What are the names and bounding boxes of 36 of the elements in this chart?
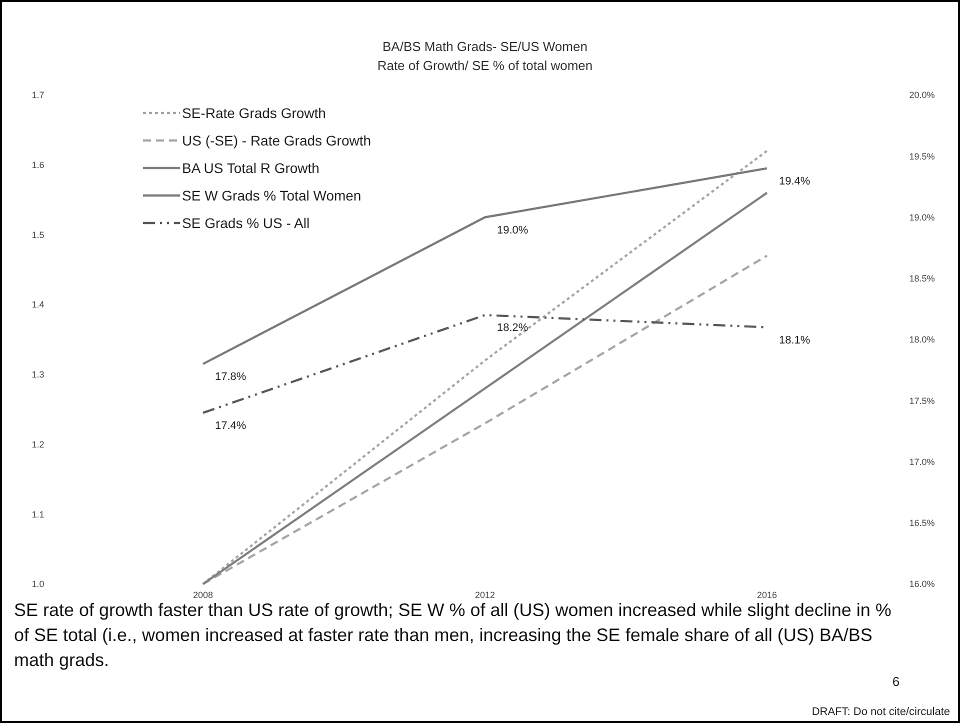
y-tick-label: 1.6	[32, 160, 44, 170]
text: DRAFT: Do not cite/circulate	[812, 706, 950, 718]
legend-label: BA US Total R Growth	[182, 160, 320, 176]
y-tick-label: 1.3	[32, 370, 44, 380]
y2-tick-label: 17.0%	[909, 456, 935, 467]
x-tick-label: 2008	[192, 590, 214, 600]
data-label: 18.2%	[497, 322, 528, 334]
y2-tick-label: 17.5%	[909, 396, 935, 406]
y2-tick-label: 18.5%	[909, 274, 935, 284]
text: 6	[892, 674, 900, 689]
y2-tick-label: 19.5%	[909, 151, 935, 162]
y-tick-label: 1.2	[32, 439, 44, 450]
y-tick-label: 1.7	[32, 90, 44, 100]
y2-tick-label: 16.5%	[909, 518, 935, 528]
y2-tick-label: 18.0%	[909, 334, 935, 345]
y-tick-label: 1.4	[32, 300, 44, 310]
y2-tick-label: 20.0%	[909, 90, 935, 100]
text: SE rate of growth faster than US rate of growth; SE W % of all (US) women increased while slight decline in % of SE total (i.e., women increased at faster rate than men, increasing the SE female share of all (US) BA/BS math grads.	[14, 599, 892, 672]
y2-tick-label: 16.0%	[909, 579, 935, 590]
data-label: 17.4%	[215, 420, 246, 432]
y-tick-label: 1.1	[32, 509, 44, 520]
legend-label: SE W Grads % Total Women	[182, 187, 362, 204]
legend-label: US (-SE) - Rate Grads Growth	[182, 132, 372, 148]
x-tick-label: 2012	[474, 590, 496, 600]
chart-title: BA/BS Math Grads- SE/US Women	[382, 39, 588, 54]
legend-label: SE Grads % US - All	[182, 214, 310, 231]
y-tick-label: 1.0	[32, 579, 44, 590]
y-tick-label: 1.5	[32, 230, 44, 240]
y2-tick-label: 19.0%	[909, 212, 935, 222]
legend-label: SE-Rate Grads Growth	[182, 104, 326, 121]
data-label: 18.1%	[779, 334, 810, 346]
data-label: 19.0%	[497, 224, 528, 236]
x-tick-label: 2016	[756, 590, 778, 600]
chart-subtitle: Rate of Growth/ SE % of total women	[377, 58, 593, 73]
data-label: 19.4%	[779, 175, 810, 188]
data-label: 17.8%	[215, 370, 246, 383]
